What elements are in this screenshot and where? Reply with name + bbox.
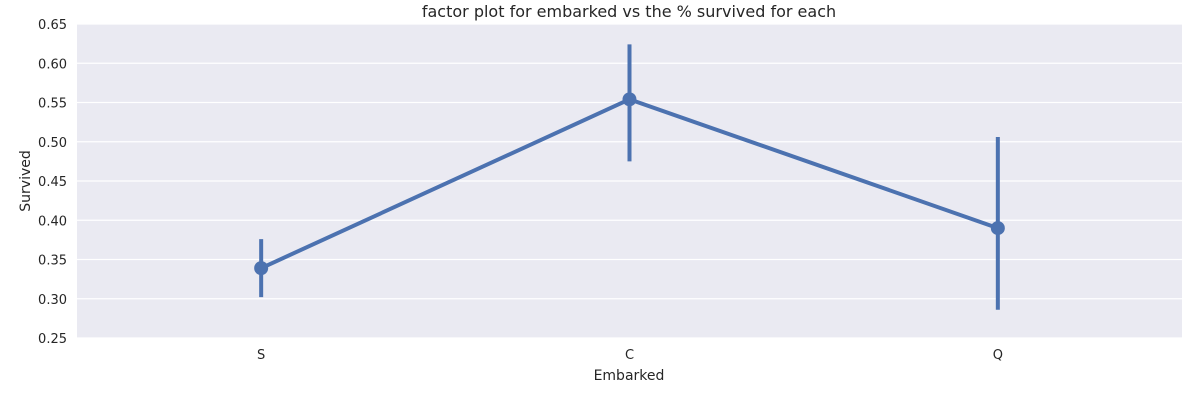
- y-tick-label: 0.45: [38, 175, 67, 190]
- data-point: [622, 92, 637, 107]
- y-tick-label: 0.60: [38, 57, 67, 72]
- series-layer: [254, 44, 1005, 310]
- x-tick-label: Q: [993, 348, 1003, 363]
- y-axis-label: Survived: [18, 150, 34, 211]
- y-tick-label: 0.25: [38, 332, 67, 347]
- y-tick-label: 0.40: [38, 214, 67, 229]
- y-tick-label: 0.30: [38, 293, 67, 308]
- x-axis-label: Embarked: [594, 368, 665, 384]
- x-tick-label: S: [257, 348, 265, 363]
- x-tick-label: C: [625, 348, 634, 363]
- data-point: [990, 221, 1005, 236]
- data-point: [254, 261, 269, 276]
- chart-title: factor plot for embarked vs the % surviv…: [422, 2, 836, 21]
- y-tick-label: 0.65: [38, 18, 67, 33]
- y-tick-label: 0.35: [38, 254, 67, 269]
- y-tick-label: 0.50: [38, 136, 67, 151]
- y-tick-labels: 0.25 0.30 0.35 0.40 0.45 0.50 0.55 0.60 0.65: [38, 18, 67, 347]
- y-tick-label: 0.55: [38, 97, 67, 112]
